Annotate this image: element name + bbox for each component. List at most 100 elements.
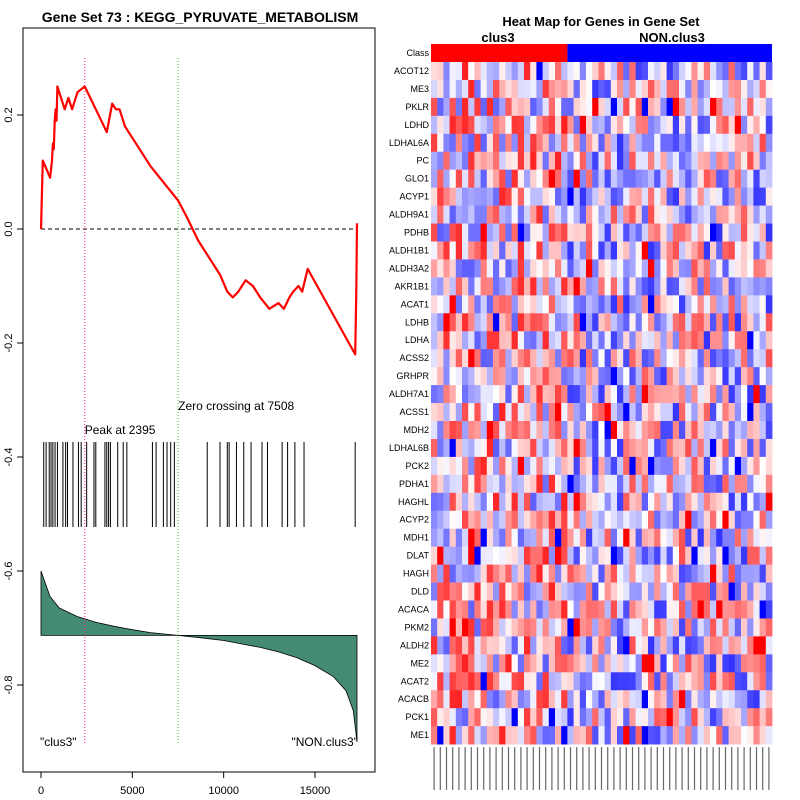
heatmap-cell [499,349,506,368]
heatmap-cell [431,241,438,260]
heatmap-cell [728,349,736,368]
heatmap-cell [505,187,512,206]
heatmap-cell [530,133,537,153]
heatmap-cell [561,600,568,619]
heatmap-cell [759,690,767,709]
heatmap-cell [530,115,537,135]
heatmap-cell [747,115,754,135]
heatmap-cell [679,438,686,458]
heatmap-cell [685,223,692,242]
heatmap-cell [455,438,463,458]
gene-label: LDHB [405,317,429,327]
heatmap-cell [703,187,711,206]
heatmap-cell [697,456,705,476]
es-curve [39,85,359,356]
heatmap-cell [617,672,624,691]
gene-label: LDHA [405,335,429,345]
heatmap-cell [542,403,550,422]
heatmap-cell [480,708,488,727]
heatmap-cell [524,438,531,458]
heatmap-cell [579,79,587,99]
heatmap-cell [598,115,605,135]
heatmap-cell [635,528,643,548]
heatmap-cell [753,636,760,655]
heatmap-cell [685,672,692,691]
heatmap-cell [555,313,562,332]
heatmap-cell [685,133,692,153]
heatmap-cell [462,546,469,565]
heatmap-cell [635,510,643,530]
heatmap-cell [697,79,705,99]
heatmap-cell [703,205,711,224]
heatmap-cell [530,223,537,242]
heatmap-cell [443,600,450,619]
heatmap-cell [617,259,624,278]
heatmap-cell [443,654,450,673]
heatmap-cell [455,277,463,296]
heatmap-cell [691,726,698,745]
heatmap-cell [598,510,605,530]
heatmap-cell [480,97,488,117]
heatmap-cell [604,438,612,458]
heatmap-cell [716,367,723,386]
heatmap-cell [443,708,450,727]
heatmap-cell [586,403,593,422]
heatmap-cell [567,600,574,619]
heatmap-cell [462,492,469,512]
heatmap-cell [462,564,469,583]
heatmap-cell [499,403,506,422]
heatmap-cell [443,546,450,565]
heatmap-cell [536,223,543,242]
heatmap-cell [679,474,686,494]
heatmap-cell [468,708,475,727]
heatmap-cell [455,564,463,583]
heatmap-cell [579,582,587,601]
heatmap-cell [635,403,643,422]
gene-label: MDH2 [403,425,429,435]
heatmap-cell [480,79,488,99]
heatmap-cell [635,169,643,189]
heatmap-cell [486,708,494,727]
heatmap-cell [679,456,686,476]
heatmap-cell [747,241,754,260]
heatmap-cell [716,510,723,530]
heatmap-cell [604,205,612,224]
heatmap-cell [511,169,519,189]
heatmap-cell [641,277,649,296]
heatmap-cell [722,331,729,350]
heatmap-cell [728,133,736,153]
heatmap-cell [474,115,481,135]
heatmap-cell [536,62,543,81]
heatmap-cell [561,133,568,153]
heatmap-cell [660,546,667,565]
heatmap-cell [499,618,506,637]
heatmap-cell [610,97,618,117]
heatmap-cell [710,331,717,350]
heatmap-cell [710,277,717,296]
sample-label [576,747,578,790]
heatmap-cell [641,79,649,99]
heatmap-cell [493,115,500,135]
heatmap-cell [561,349,568,368]
heatmap-cell [660,438,667,458]
heatmap-cell [734,115,742,135]
heatmap-cell [499,97,506,117]
heatmap-cell [648,79,655,99]
heatmap-cell [598,385,605,404]
heatmap-cell [567,295,574,314]
heatmap-cell [555,456,562,476]
heatmap-cell [524,367,531,386]
heatmap-cell [443,636,450,655]
heatmap-cell [486,151,494,171]
heatmap-cell [666,367,674,386]
heatmap-cell [486,403,494,422]
heatmap-cell [710,546,717,565]
heatmap-cell [586,385,593,404]
heatmap-cell [666,456,674,476]
heatmap-cell [722,115,729,135]
heatmap-cell [679,492,686,512]
heatmap-cell [753,151,760,171]
class-bar-clus3 [431,44,568,62]
heatmap-cell [741,367,748,386]
heatmap-cell [493,187,500,206]
